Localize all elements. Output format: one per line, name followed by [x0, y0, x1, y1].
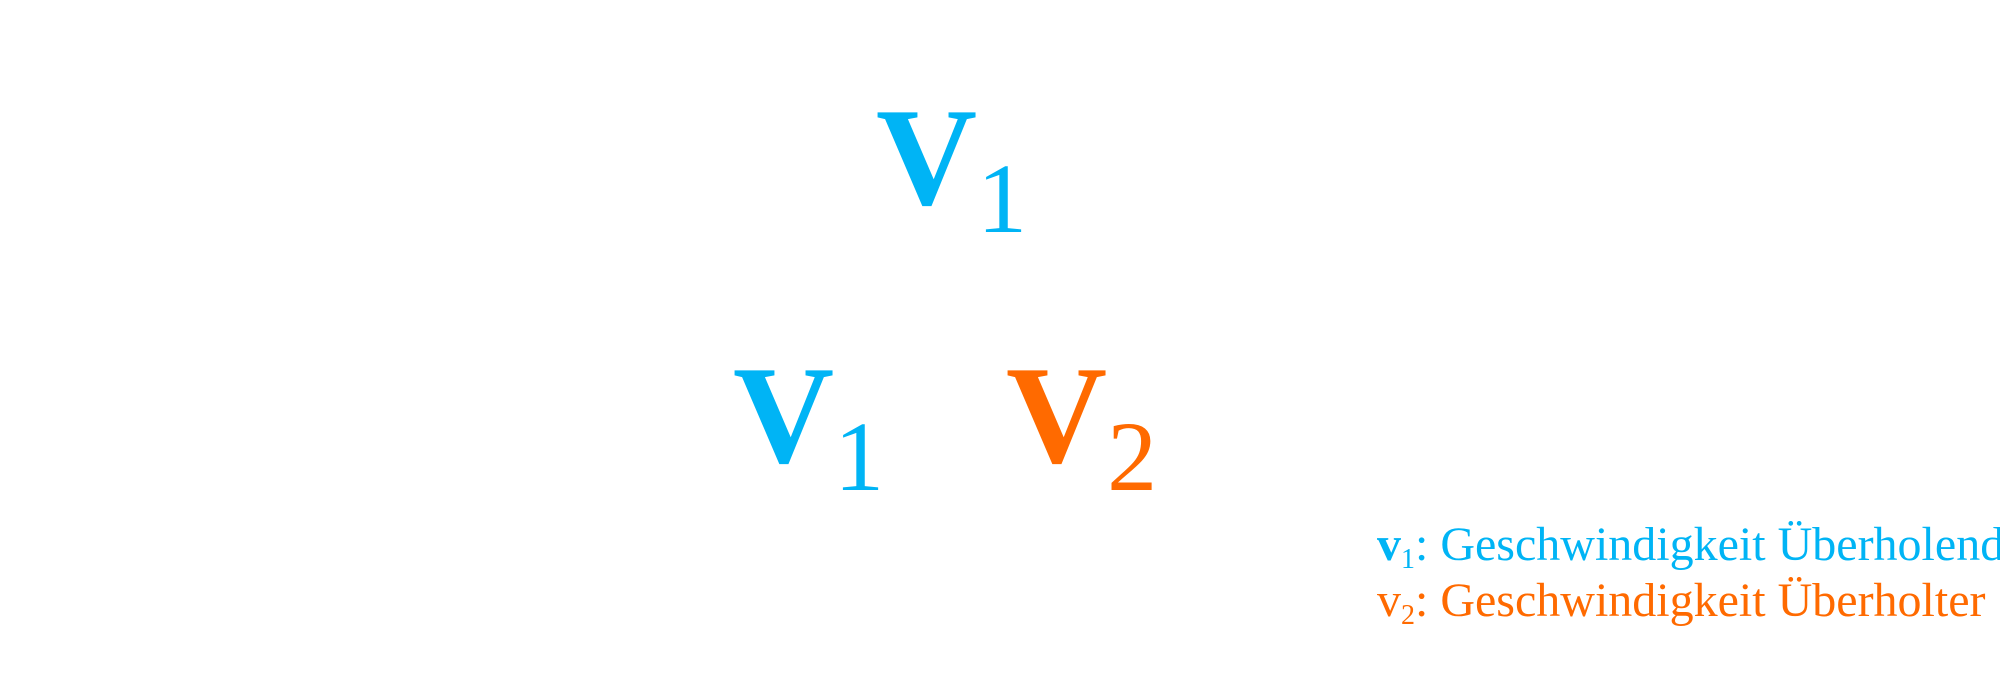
- legend-v1-subscript: 1: [1401, 544, 1415, 575]
- legend-v2-symbol: v: [1377, 574, 1401, 627]
- legend-item-v1: v1: Geschwindigkeit Überholender: [1377, 517, 2000, 576]
- top-v1-label: V1: [876, 77, 1027, 256]
- bottom-left-v1-label: V1: [733, 335, 884, 514]
- legend-v1-text: : Geschwindigkeit Überholender: [1415, 518, 2000, 571]
- legend-v1-symbol: v: [1377, 518, 1401, 571]
- top-v1-subscript: 1: [977, 143, 1028, 254]
- bottom-v1-subscript: 1: [834, 401, 885, 512]
- legend-v2-subscript: 2: [1401, 600, 1415, 631]
- top-v1-symbol: V: [876, 80, 978, 235]
- bottom-right-v2-label: V2: [1006, 335, 1157, 514]
- legend-v2-text: : Geschwindigkeit Überholter: [1415, 574, 1986, 627]
- bottom-v2-subscript: 2: [1107, 401, 1158, 512]
- bottom-v2-symbol: V: [1006, 338, 1108, 493]
- bottom-v1-symbol: V: [733, 338, 835, 493]
- legend-item-v2: v2: Geschwindigkeit Überholter: [1377, 573, 1986, 632]
